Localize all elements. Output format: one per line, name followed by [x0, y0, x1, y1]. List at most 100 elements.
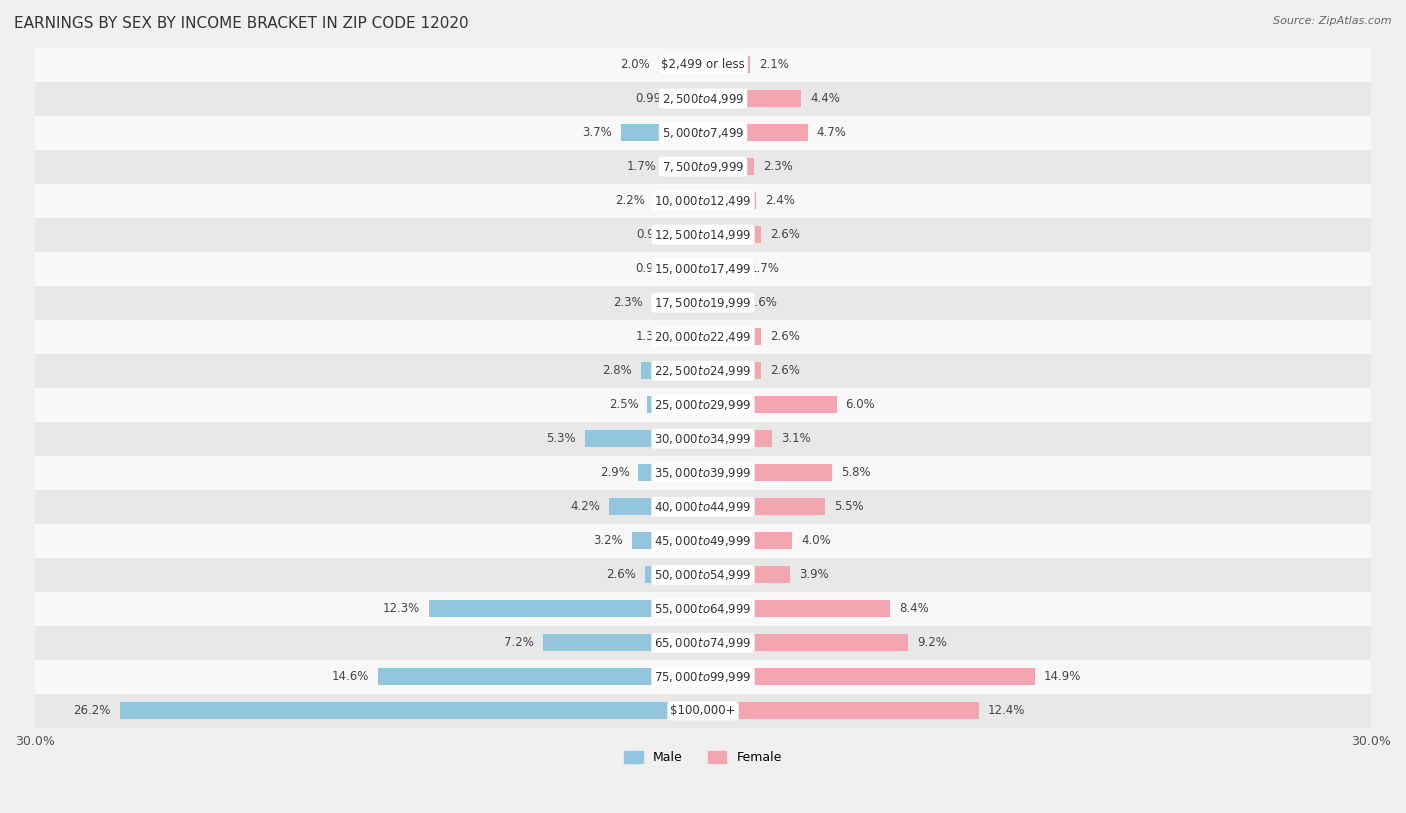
Text: 2.4%: 2.4% [765, 194, 796, 207]
Text: 3.9%: 3.9% [799, 568, 828, 581]
Bar [35, 388, 1371, 422]
Text: 12.3%: 12.3% [382, 602, 420, 615]
Text: 4.4%: 4.4% [810, 92, 839, 105]
Text: 3.7%: 3.7% [582, 126, 612, 139]
Text: $20,000 to $22,499: $20,000 to $22,499 [654, 330, 752, 344]
Text: 2.3%: 2.3% [763, 160, 793, 173]
Bar [703, 567, 790, 583]
Text: $2,500 to $4,999: $2,500 to $4,999 [662, 92, 744, 106]
Text: EARNINGS BY SEX BY INCOME BRACKET IN ZIP CODE 12020: EARNINGS BY SEX BY INCOME BRACKET IN ZIP… [14, 16, 468, 31]
Text: $30,000 to $34,999: $30,000 to $34,999 [654, 432, 752, 446]
Bar [681, 90, 703, 107]
Text: 0.92%: 0.92% [637, 228, 673, 241]
Text: 6.0%: 6.0% [845, 398, 876, 411]
Text: $50,000 to $54,999: $50,000 to $54,999 [654, 567, 752, 582]
Bar [429, 600, 703, 617]
Text: $15,000 to $17,499: $15,000 to $17,499 [654, 262, 752, 276]
Text: $35,000 to $39,999: $35,000 to $39,999 [654, 466, 752, 480]
Bar [378, 668, 703, 685]
Text: 8.4%: 8.4% [898, 602, 929, 615]
Bar [35, 422, 1371, 456]
Bar [35, 81, 1371, 115]
Bar [703, 226, 761, 243]
Text: $65,000 to $74,999: $65,000 to $74,999 [654, 636, 752, 650]
Bar [609, 498, 703, 515]
Text: 9.2%: 9.2% [917, 637, 946, 650]
Text: 2.6%: 2.6% [606, 568, 636, 581]
Bar [543, 634, 703, 651]
Text: 1.6%: 1.6% [748, 296, 778, 309]
Text: 2.6%: 2.6% [770, 364, 800, 377]
Bar [703, 192, 756, 209]
Bar [35, 693, 1371, 728]
Text: 2.1%: 2.1% [759, 58, 789, 71]
Text: 14.6%: 14.6% [332, 671, 368, 684]
Bar [35, 592, 1371, 626]
Bar [35, 489, 1371, 524]
Text: 2.6%: 2.6% [770, 330, 800, 343]
Text: 2.6%: 2.6% [770, 228, 800, 241]
Text: 2.5%: 2.5% [609, 398, 638, 411]
Bar [647, 396, 703, 413]
Bar [673, 328, 703, 346]
Text: 2.8%: 2.8% [602, 364, 631, 377]
Text: $12,500 to $14,999: $12,500 to $14,999 [654, 228, 752, 241]
Bar [703, 294, 738, 311]
Text: 2.2%: 2.2% [616, 194, 645, 207]
Bar [665, 158, 703, 175]
Bar [585, 430, 703, 447]
Bar [658, 56, 703, 73]
Text: $7,500 to $9,999: $7,500 to $9,999 [662, 159, 744, 174]
Bar [641, 363, 703, 379]
Bar [631, 533, 703, 550]
Legend: Male, Female: Male, Female [619, 746, 787, 769]
Bar [682, 226, 703, 243]
Bar [703, 363, 761, 379]
Bar [682, 260, 703, 277]
Text: $100,000+: $100,000+ [671, 704, 735, 717]
Text: 4.7%: 4.7% [817, 126, 846, 139]
Text: 5.5%: 5.5% [834, 500, 865, 513]
Bar [35, 660, 1371, 693]
Text: 1.7%: 1.7% [749, 262, 780, 275]
Bar [703, 56, 749, 73]
Bar [703, 260, 741, 277]
Bar [654, 192, 703, 209]
Bar [35, 184, 1371, 218]
Bar [703, 396, 837, 413]
Bar [35, 285, 1371, 320]
Bar [35, 456, 1371, 489]
Text: 4.2%: 4.2% [571, 500, 600, 513]
Text: Source: ZipAtlas.com: Source: ZipAtlas.com [1274, 16, 1392, 26]
Bar [703, 533, 792, 550]
Text: 7.2%: 7.2% [503, 637, 534, 650]
Text: 1.7%: 1.7% [626, 160, 657, 173]
Bar [620, 124, 703, 141]
Bar [703, 668, 1035, 685]
Bar [35, 354, 1371, 388]
Text: 3.1%: 3.1% [780, 433, 811, 446]
Bar [703, 600, 890, 617]
Bar [703, 702, 979, 720]
Text: 2.0%: 2.0% [620, 58, 650, 71]
Bar [35, 558, 1371, 592]
Bar [638, 464, 703, 481]
Text: $25,000 to $29,999: $25,000 to $29,999 [654, 398, 752, 411]
Bar [703, 634, 908, 651]
Text: 2.3%: 2.3% [613, 296, 643, 309]
Text: 1.3%: 1.3% [636, 330, 665, 343]
Bar [703, 498, 825, 515]
Text: $5,000 to $7,499: $5,000 to $7,499 [662, 125, 744, 140]
Text: $75,000 to $99,999: $75,000 to $99,999 [654, 670, 752, 684]
Text: $10,000 to $12,499: $10,000 to $12,499 [654, 193, 752, 207]
Text: $17,500 to $19,999: $17,500 to $19,999 [654, 296, 752, 310]
Text: $22,500 to $24,999: $22,500 to $24,999 [654, 363, 752, 378]
Text: $45,000 to $49,999: $45,000 to $49,999 [654, 534, 752, 548]
Text: 0.96%: 0.96% [636, 262, 672, 275]
Bar [35, 320, 1371, 354]
Bar [35, 524, 1371, 558]
Bar [120, 702, 703, 720]
Bar [645, 567, 703, 583]
Text: 26.2%: 26.2% [73, 704, 111, 717]
Bar [652, 294, 703, 311]
